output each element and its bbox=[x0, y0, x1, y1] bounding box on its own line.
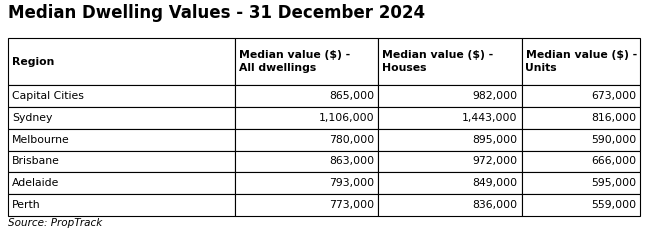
Text: 972,000: 972,000 bbox=[472, 157, 518, 167]
Text: Median value ($) -
Units: Median value ($) - Units bbox=[526, 50, 637, 73]
Text: Melbourne: Melbourne bbox=[12, 135, 70, 145]
Bar bbox=[522, 151, 640, 172]
Bar bbox=[235, 85, 378, 107]
Text: 816,000: 816,000 bbox=[591, 113, 636, 123]
Text: Source: PropTrack: Source: PropTrack bbox=[8, 218, 102, 228]
Text: 865,000: 865,000 bbox=[329, 91, 375, 101]
Bar bbox=[522, 85, 640, 107]
Bar bbox=[8, 38, 235, 85]
Text: Perth: Perth bbox=[12, 200, 41, 210]
Bar bbox=[522, 38, 640, 85]
Text: 590,000: 590,000 bbox=[591, 135, 636, 145]
Text: 863,000: 863,000 bbox=[329, 157, 375, 167]
Bar bbox=[522, 107, 640, 129]
Text: 982,000: 982,000 bbox=[472, 91, 518, 101]
Bar bbox=[8, 107, 235, 129]
Bar bbox=[378, 172, 522, 194]
Text: Brisbane: Brisbane bbox=[12, 157, 60, 167]
Bar bbox=[378, 129, 522, 151]
Bar bbox=[8, 85, 235, 107]
Text: 773,000: 773,000 bbox=[329, 200, 375, 210]
Text: Sydney: Sydney bbox=[12, 113, 52, 123]
Text: Median value ($) -
Houses: Median value ($) - Houses bbox=[382, 50, 494, 73]
Text: 559,000: 559,000 bbox=[591, 200, 636, 210]
Text: Median Dwelling Values - 31 December 2024: Median Dwelling Values - 31 December 202… bbox=[8, 4, 425, 22]
Bar bbox=[378, 38, 522, 85]
Text: 836,000: 836,000 bbox=[472, 200, 518, 210]
Text: 793,000: 793,000 bbox=[329, 178, 375, 188]
Bar bbox=[378, 85, 522, 107]
Bar bbox=[235, 107, 378, 129]
Text: Adelaide: Adelaide bbox=[12, 178, 60, 188]
Text: Median value ($) -
All dwellings: Median value ($) - All dwellings bbox=[239, 50, 351, 73]
Text: 849,000: 849,000 bbox=[472, 178, 518, 188]
Bar bbox=[235, 172, 378, 194]
Text: 1,443,000: 1,443,000 bbox=[462, 113, 518, 123]
Text: 1,106,000: 1,106,000 bbox=[319, 113, 375, 123]
Text: 666,000: 666,000 bbox=[591, 157, 636, 167]
Bar bbox=[235, 38, 378, 85]
Text: 595,000: 595,000 bbox=[591, 178, 636, 188]
Bar bbox=[8, 194, 235, 216]
Bar bbox=[522, 129, 640, 151]
Text: 895,000: 895,000 bbox=[472, 135, 518, 145]
Bar bbox=[522, 194, 640, 216]
Bar bbox=[378, 151, 522, 172]
Text: Capital Cities: Capital Cities bbox=[12, 91, 84, 101]
Bar bbox=[8, 151, 235, 172]
Bar bbox=[235, 151, 378, 172]
Bar bbox=[235, 129, 378, 151]
Text: 780,000: 780,000 bbox=[329, 135, 375, 145]
Bar bbox=[378, 194, 522, 216]
Bar bbox=[378, 107, 522, 129]
Text: 673,000: 673,000 bbox=[591, 91, 636, 101]
Bar bbox=[8, 129, 235, 151]
Bar bbox=[522, 172, 640, 194]
Bar bbox=[235, 194, 378, 216]
Bar bbox=[8, 172, 235, 194]
Text: Region: Region bbox=[12, 57, 54, 67]
